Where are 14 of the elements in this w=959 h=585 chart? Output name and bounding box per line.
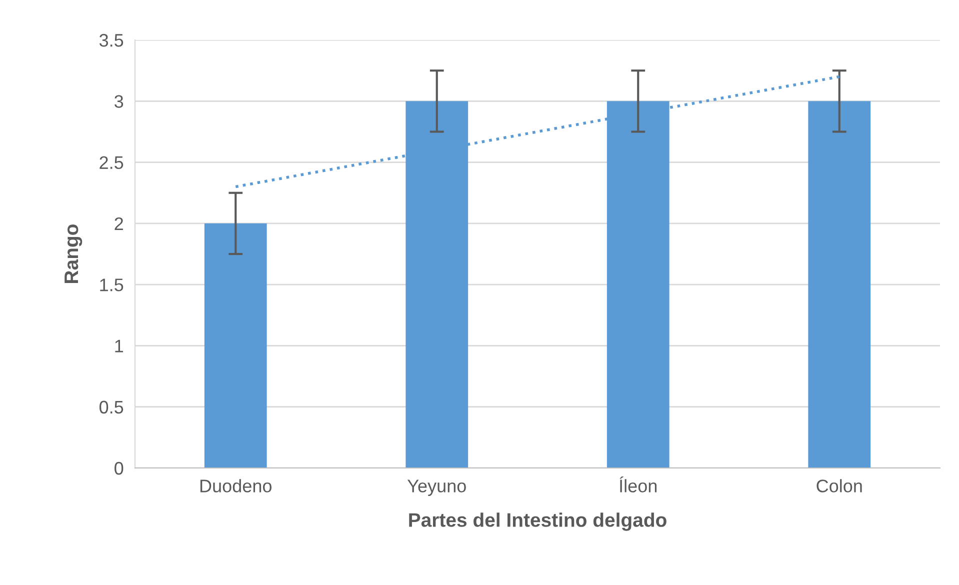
y-tick-label: 1.5 [100, 278, 124, 292]
y-tick-label: 3 [114, 95, 124, 108]
y-tick-label: 3.5 [99, 34, 124, 47]
y-tick-label: 2.5 [100, 156, 124, 170]
x-tick-label: Colon [816, 479, 862, 492]
y-tick-label: 0 [114, 462, 124, 475]
x-tick-label: Yeyuno [407, 480, 466, 496]
y-axis-title: Rango [64, 224, 82, 283]
x-tick-label: Íleon [620, 476, 657, 492]
y-tick-label: 1 [115, 340, 124, 352]
y-tick-label: 2 [114, 217, 123, 230]
x-tick-label: Duodeno [200, 479, 272, 492]
x-axis-title: Partes del Intestino delgado [409, 512, 666, 531]
y-tick-label: 0.5 [99, 400, 124, 414]
